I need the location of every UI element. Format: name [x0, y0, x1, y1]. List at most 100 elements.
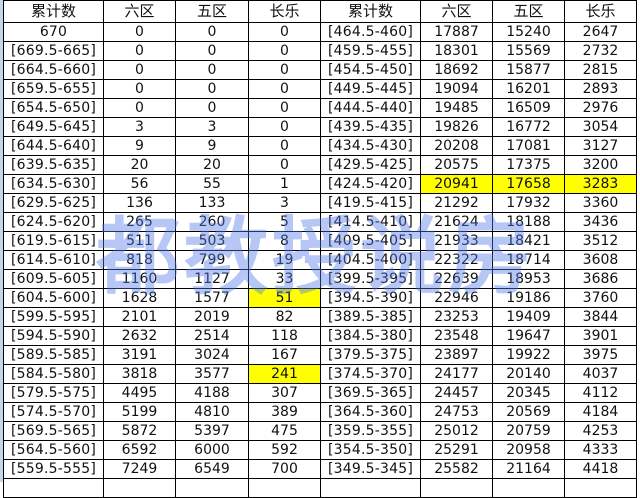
cell-district-5[interactable]: 0 — [175, 79, 249, 99]
cell-changle[interactable]: 2976 — [564, 98, 637, 118]
cell-district-5[interactable]: 17932 — [492, 193, 565, 213]
cell-district-5[interactable]: 20569 — [492, 402, 565, 422]
cell-district-6[interactable]: 511 — [103, 231, 176, 251]
cell-changle[interactable]: 4184 — [564, 402, 637, 422]
cell-district-5[interactable]: 17081 — [492, 136, 565, 156]
cell-changle[interactable]: 82 — [248, 307, 321, 327]
cell-district-5[interactable]: 16772 — [492, 117, 565, 137]
cell-cumulative-range[interactable]: [634.5-630] — [3, 174, 104, 194]
cell-cumulative-range[interactable]: [644.5-640] — [3, 136, 104, 156]
cell-district-6[interactable]: 22639 — [420, 269, 493, 289]
cell-district-5[interactable]: 0 — [175, 22, 249, 42]
cell-cumulative-range[interactable]: [444.5-440] — [320, 98, 421, 118]
cell-changle[interactable]: 241 — [248, 364, 321, 384]
cell-changle[interactable]: 2647 — [564, 22, 637, 42]
cell-district-5[interactable] — [492, 478, 565, 498]
cell-cumulative-range[interactable]: [429.5-425] — [320, 155, 421, 175]
cell-district-6[interactable]: 23897 — [420, 345, 493, 365]
cell-changle[interactable]: 389 — [248, 402, 321, 422]
cell-cumulative-range[interactable]: [449.5-445] — [320, 79, 421, 99]
cell-cumulative-range[interactable]: [424.5-420] — [320, 174, 421, 194]
cell-district-5[interactable]: 3577 — [175, 364, 249, 384]
cell-changle[interactable]: 3512 — [564, 231, 637, 251]
cell-district-5[interactable]: 503 — [175, 231, 249, 251]
cell-district-5[interactable]: 19409 — [492, 307, 565, 327]
cell-changle[interactable]: 4112 — [564, 383, 637, 403]
cell-changle[interactable]: 51 — [248, 288, 321, 308]
cell-changle[interactable]: 0 — [248, 22, 321, 42]
cell-district-5[interactable]: 17375 — [492, 155, 565, 175]
cell-cumulative-range[interactable]: [569.5-565] — [3, 421, 104, 441]
cell-cumulative-range[interactable] — [320, 478, 421, 498]
cell-cumulative-range[interactable]: [434.5-430] — [320, 136, 421, 156]
cell-cumulative-range[interactable]: [459.5-455] — [320, 41, 421, 61]
cell-changle[interactable]: 3608 — [564, 250, 637, 270]
cell-cumulative-range[interactable]: [379.5-375] — [320, 345, 421, 365]
column-header-changle[interactable]: 长乐 — [564, 0, 637, 23]
cell-district-6[interactable]: 818 — [103, 250, 176, 270]
cell-district-6[interactable]: 19485 — [420, 98, 493, 118]
cell-changle[interactable]: 4418 — [564, 459, 637, 479]
cell-district-6[interactable]: 18301 — [420, 41, 493, 61]
cell-changle[interactable]: 475 — [248, 421, 321, 441]
cell-changle[interactable]: 3127 — [564, 136, 637, 156]
cell-district-5[interactable]: 15569 — [492, 41, 565, 61]
cell-district-5[interactable]: 18188 — [492, 212, 565, 232]
cell-cumulative-range[interactable]: [579.5-575] — [3, 383, 104, 403]
cell-district-6[interactable]: 25582 — [420, 459, 493, 479]
column-header-cumulative-range[interactable]: 累计数 — [3, 0, 104, 23]
cell-changle[interactable] — [248, 478, 321, 498]
cell-cumulative-range[interactable]: [629.5-625] — [3, 193, 104, 213]
cell-changle[interactable]: 118 — [248, 326, 321, 346]
cell-cumulative-range[interactable]: [359.5-355] — [320, 421, 421, 441]
cell-district-6[interactable]: 17887 — [420, 22, 493, 42]
cell-cumulative-range[interactable]: [614.5-610] — [3, 250, 104, 270]
cell-district-5[interactable]: 3024 — [175, 345, 249, 365]
cell-changle[interactable]: 167 — [248, 345, 321, 365]
cell-district-5[interactable]: 17658 — [492, 174, 565, 194]
cell-district-6[interactable]: 7249 — [103, 459, 176, 479]
cell-district-6[interactable]: 6592 — [103, 440, 176, 460]
cell-district-6[interactable]: 23548 — [420, 326, 493, 346]
cell-district-6[interactable]: 4495 — [103, 383, 176, 403]
cell-cumulative-range[interactable]: [659.5-655] — [3, 79, 104, 99]
cell-changle[interactable]: 0 — [248, 79, 321, 99]
cell-changle[interactable]: 0 — [248, 41, 321, 61]
cell-district-5[interactable]: 0 — [175, 60, 249, 80]
cell-district-5[interactable]: 3 — [175, 117, 249, 137]
cell-district-6[interactable]: 25291 — [420, 440, 493, 460]
cell-changle[interactable]: 700 — [248, 459, 321, 479]
cell-district-5[interactable]: 9 — [175, 136, 249, 156]
cell-cumulative-range[interactable]: [654.5-650] — [3, 98, 104, 118]
column-header-changle[interactable]: 长乐 — [248, 0, 321, 23]
cell-cumulative-range[interactable]: 670 — [3, 22, 104, 42]
cell-district-5[interactable] — [175, 478, 249, 498]
cell-cumulative-range[interactable]: [639.5-635] — [3, 155, 104, 175]
cell-cumulative-range[interactable]: [599.5-595] — [3, 307, 104, 327]
cell-changle[interactable]: 8 — [248, 231, 321, 251]
cell-changle[interactable]: 0 — [248, 136, 321, 156]
cell-changle[interactable]: 3975 — [564, 345, 637, 365]
cell-cumulative-range[interactable]: [394.5-390] — [320, 288, 421, 308]
cell-district-5[interactable]: 1127 — [175, 269, 249, 289]
cell-district-5[interactable]: 55 — [175, 174, 249, 194]
cell-district-5[interactable]: 0 — [175, 41, 249, 61]
cell-changle[interactable]: 3844 — [564, 307, 637, 327]
cell-district-5[interactable]: 2019 — [175, 307, 249, 327]
cell-district-5[interactable]: 6000 — [175, 440, 249, 460]
cell-district-5[interactable]: 4188 — [175, 383, 249, 403]
cell-district-6[interactable]: 24177 — [420, 364, 493, 384]
cell-district-6[interactable]: 265 — [103, 212, 176, 232]
cell-district-6[interactable]: 21292 — [420, 193, 493, 213]
cell-district-5[interactable]: 16509 — [492, 98, 565, 118]
cell-district-6[interactable]: 5199 — [103, 402, 176, 422]
cell-district-5[interactable]: 1577 — [175, 288, 249, 308]
cell-district-6[interactable] — [420, 478, 493, 498]
cell-cumulative-range[interactable]: [404.5-400] — [320, 250, 421, 270]
cell-cumulative-range[interactable]: [349.5-345] — [320, 459, 421, 479]
cell-cumulative-range[interactable]: [664.5-660] — [3, 60, 104, 80]
cell-changle[interactable]: 3901 — [564, 326, 637, 346]
cell-district-5[interactable]: 20345 — [492, 383, 565, 403]
cell-district-5[interactable]: 20958 — [492, 440, 565, 460]
cell-changle[interactable]: 4037 — [564, 364, 637, 384]
